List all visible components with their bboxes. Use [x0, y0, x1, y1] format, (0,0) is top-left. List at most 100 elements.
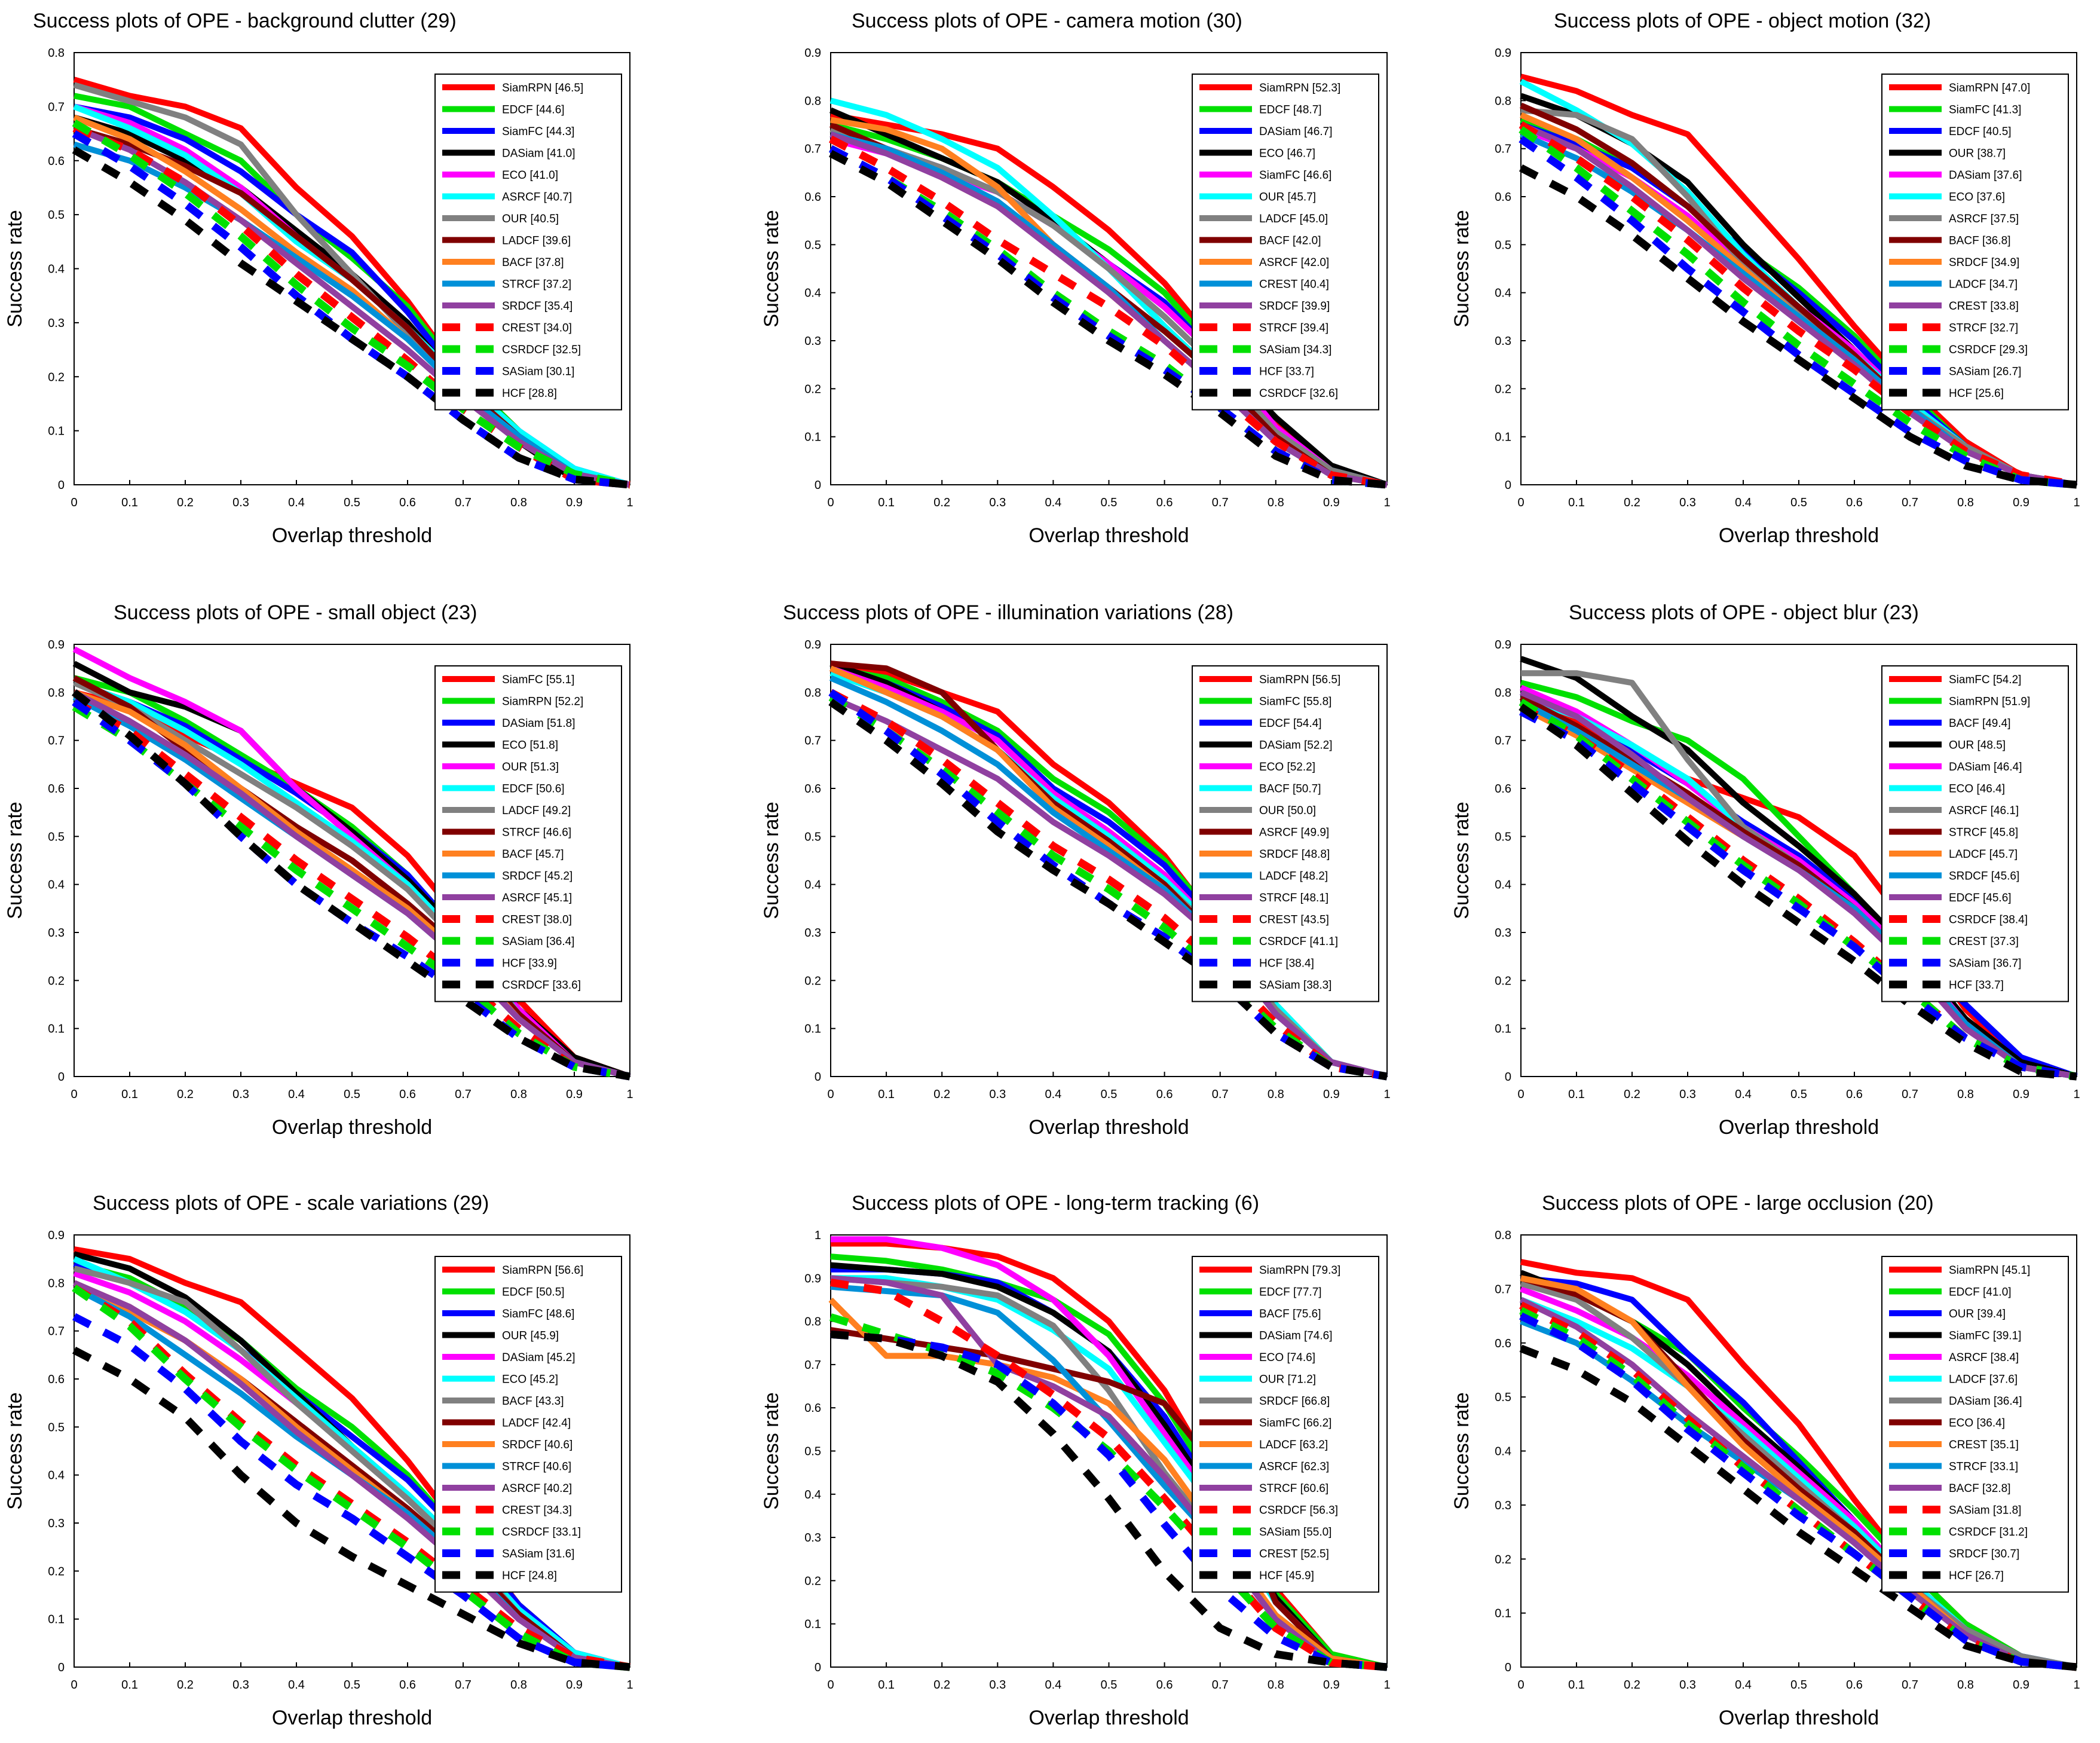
- y-tick-label: 0: [1505, 1071, 1511, 1084]
- legend: SiamRPN [46.5] EDCF [44.6] SiamFC [44.3] DA…: [434, 74, 622, 411]
- x-tick-label: 0.5: [1790, 496, 1807, 509]
- legend-label-CSRDCF: CSRDCF [41.1]: [1259, 935, 1338, 948]
- legend-label-STRCF: STRCF [40.6]: [502, 1461, 571, 1473]
- legend-label-EDCF: EDCF [44.6]: [502, 104, 565, 117]
- y-tick-label: 0.3: [1495, 1499, 1511, 1512]
- chart-title: Success plots of OPE - camera motion (30…: [852, 10, 1242, 32]
- y-tick-label: 0.3: [804, 335, 821, 348]
- y-tick-label: 0.6: [48, 155, 65, 168]
- legend-label-STRCF: STRCF [32.7]: [1949, 322, 2018, 335]
- x-tick-label: 0.4: [288, 496, 305, 509]
- x-tick-label: 0: [827, 1678, 834, 1692]
- y-tick-label: 0.7: [804, 143, 821, 156]
- chart-title: Success plots of OPE - background clutte…: [33, 10, 457, 32]
- legend-label-DASiam: DASiam [45.2]: [502, 1351, 575, 1364]
- y-tick-label: 0: [58, 1661, 65, 1674]
- x-tick-label: 0.4: [288, 1088, 305, 1101]
- legend-label-OUR: OUR [50.0]: [1259, 805, 1316, 817]
- x-tick-label: 0.3: [232, 1678, 249, 1692]
- y-tick-label: 0.4: [804, 1488, 821, 1502]
- series-line-STRCF: [829, 694, 1388, 1080]
- y-tick-label: 0: [58, 1071, 65, 1084]
- legend-label-OUR: OUR [38.7]: [1949, 148, 2006, 160]
- x-tick-label: 0.9: [566, 1678, 583, 1692]
- legend: SiamRPN [56.6] EDCF [50.5] SiamFC [48.6] OU…: [434, 1256, 622, 1593]
- legend-label-SASiam: SASiam [31.6]: [502, 1548, 574, 1561]
- legend-label-SRDCF: SRDCF [45.2]: [502, 870, 573, 883]
- x-tick-label: 1: [626, 496, 633, 509]
- legend-label-OUR: OUR [40.5]: [502, 213, 559, 225]
- y-tick-label: 1: [815, 1229, 821, 1242]
- legend-label-SRDCF: SRDCF [30.7]: [1949, 1548, 2019, 1561]
- legend-label-EDCF: EDCF [41.0]: [1949, 1286, 2012, 1299]
- y-axis-label: Success rate: [4, 802, 26, 919]
- x-tick-label: 0.8: [1957, 1678, 1974, 1692]
- legend-label-OUR: OUR [39.4]: [1949, 1308, 2006, 1320]
- legend-label-CREST: CREST [38.0]: [502, 914, 572, 926]
- series-line-SRDCF: [1519, 1312, 2077, 1671]
- x-tick-label: 0.6: [399, 1678, 416, 1692]
- legend-label-ECO: ECO [52.2]: [1259, 761, 1315, 773]
- x-tick-label: 0.5: [1790, 1678, 1807, 1692]
- y-tick-label: 0.8: [804, 1316, 821, 1329]
- y-tick-label: 0.3: [1495, 335, 1511, 348]
- y-tick-label: 0.2: [48, 1565, 65, 1578]
- y-tick-label: 0.9: [804, 638, 821, 652]
- legend: SiamRPN [45.1] EDCF [41.0] OUR [39.4] SiamF…: [1881, 1256, 2069, 1593]
- series-lines: [828, 660, 1388, 1081]
- legend-label-SiamRPN: SiamRPN [47.0]: [1949, 82, 2030, 94]
- y-tick-label: 0.6: [1495, 191, 1511, 204]
- legend-label-CSRDCF: CSRDCF [33.6]: [502, 979, 581, 992]
- legend-label-SRDCF: SRDCF [35.4]: [502, 300, 573, 313]
- legend-label-OUR: OUR [48.5]: [1949, 739, 2006, 752]
- x-tick-label: 0.1: [1568, 1678, 1585, 1692]
- x-tick-label: 1: [1383, 496, 1390, 509]
- series-lines: [1519, 656, 2078, 1081]
- series-line-SRDCF: [829, 131, 1388, 488]
- legend-label-CREST: CREST [40.4]: [1259, 279, 1329, 291]
- y-tick-label: 0.1: [804, 1618, 821, 1631]
- series-line-STRCF: [829, 135, 1388, 489]
- series-line-ASRCF: [72, 689, 631, 1080]
- legend-label-BACF: BACF [37.8]: [502, 256, 564, 269]
- x-tick-label: 0.4: [288, 1678, 305, 1692]
- x-tick-label: 0.5: [1101, 1088, 1118, 1101]
- chart-title: Success plots of OPE - long-term trackin…: [852, 1192, 1259, 1215]
- x-tick-label: 1: [626, 1678, 633, 1692]
- x-tick-label: 0.2: [933, 496, 950, 509]
- x-tick-label: 0.2: [177, 1088, 194, 1101]
- legend-label-SiamRPN: SiamRPN [46.5]: [502, 82, 583, 94]
- y-axis-label: Success rate: [4, 1392, 26, 1510]
- x-tick-label: 0.8: [1957, 496, 1974, 509]
- legend-label-HCF: HCF [24.8]: [502, 1570, 557, 1582]
- y-tick-label: 0.5: [1495, 830, 1511, 843]
- y-axis-label: Success rate: [1450, 1392, 1473, 1510]
- x-tick-label: 0.2: [933, 1088, 950, 1101]
- series-line-HCF: [72, 146, 630, 489]
- x-tick-label: 0.5: [344, 1678, 360, 1692]
- legend-label-EDCF: EDCF [77.7]: [1259, 1286, 1322, 1299]
- legend-label-CREST: CREST [43.5]: [1259, 914, 1329, 926]
- x-tick-label: 0.6: [1846, 1088, 1863, 1101]
- series-line-HCF: [829, 145, 1388, 489]
- x-tick-label: 0.3: [1679, 496, 1696, 509]
- y-tick-label: 0: [1505, 479, 1511, 492]
- x-tick-label: 0.4: [1735, 1088, 1752, 1101]
- legend-label-EDCF: EDCF [40.5]: [1949, 126, 2012, 138]
- y-tick-label: 0.6: [804, 1402, 821, 1415]
- y-tick-label: 0.5: [804, 238, 821, 252]
- y-axis-label: Success rate: [4, 210, 26, 328]
- y-tick-label: 0.1: [804, 431, 821, 444]
- legend-label-ASRCF: ASRCF [42.0]: [1259, 256, 1329, 269]
- legend-label-SiamRPN: SiamRPN [51.9]: [1949, 696, 2030, 708]
- legend-label-STRCF: STRCF [39.4]: [1259, 322, 1328, 335]
- legend-label-DASiam: DASiam [46.7]: [1259, 126, 1333, 138]
- x-axis-label: Overlap threshold: [272, 1707, 432, 1729]
- series-line-HCF: [1519, 1344, 2077, 1671]
- x-tick-label: 0.5: [1101, 496, 1118, 509]
- x-tick-label: 0.4: [1045, 496, 1061, 509]
- legend-label-ECO: ECO [46.4]: [1949, 783, 2005, 796]
- x-tick-label: 1: [2073, 1678, 2080, 1692]
- legend-label-EDCF: EDCF [54.4]: [1259, 717, 1322, 730]
- y-tick-label: 0.1: [48, 425, 65, 438]
